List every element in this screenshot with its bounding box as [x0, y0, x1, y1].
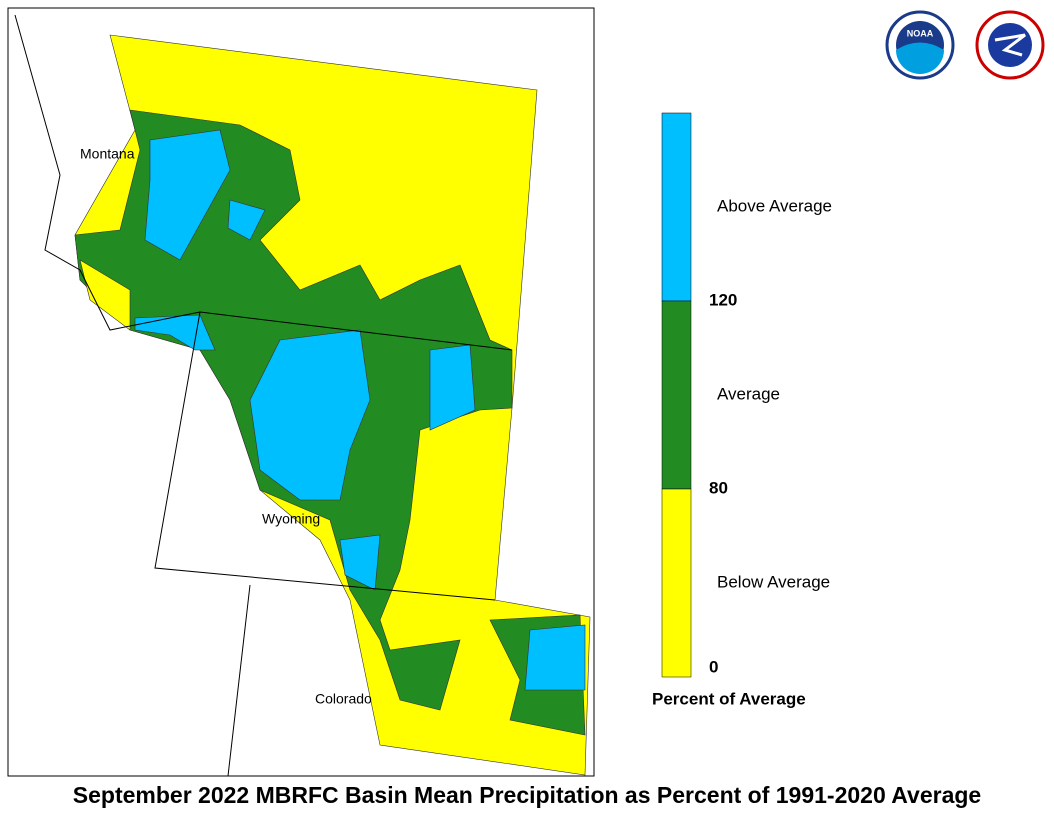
legend-swatch	[661, 300, 692, 490]
legend-title: Percent of Average	[652, 689, 806, 708]
basin-region	[249, 329, 371, 501]
map-title: September 2022 MBRFC Basin Mean Precipit…	[73, 782, 981, 808]
basin-region	[79, 259, 131, 331]
legend-break: 120	[709, 290, 737, 309]
legend-label: Below Average	[717, 572, 830, 591]
legend-swatch	[661, 112, 692, 302]
legend-break: 80	[709, 478, 728, 497]
noaa-logo-wave	[896, 42, 944, 74]
state-border	[227, 584, 251, 777]
legend-label: Above Average	[717, 196, 832, 215]
state-label: Colorado	[315, 691, 372, 707]
legend-label: Average	[717, 384, 780, 403]
map	[14, 14, 591, 777]
legend-break: 0	[709, 657, 718, 676]
basin-region	[144, 129, 231, 261]
noaa-logo-text: NOAA	[907, 28, 934, 38]
basin-region	[339, 534, 381, 591]
basin-region	[524, 624, 586, 691]
logos: NOAA	[885, 10, 1045, 80]
nws-logo-bolt	[994, 33, 1026, 57]
basin-region	[227, 199, 266, 241]
basin-region	[429, 344, 476, 431]
state-label: Montana	[80, 146, 135, 162]
state-label: Wyoming	[262, 511, 320, 527]
legend: Above Average Average Below Average 120 80 0	[661, 112, 832, 678]
state-border	[154, 311, 496, 601]
legend-swatch	[661, 488, 692, 678]
